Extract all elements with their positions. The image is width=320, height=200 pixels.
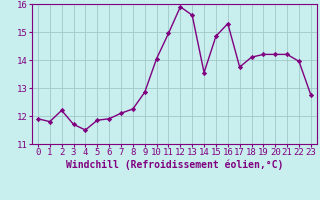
- X-axis label: Windchill (Refroidissement éolien,°C): Windchill (Refroidissement éolien,°C): [66, 160, 283, 170]
